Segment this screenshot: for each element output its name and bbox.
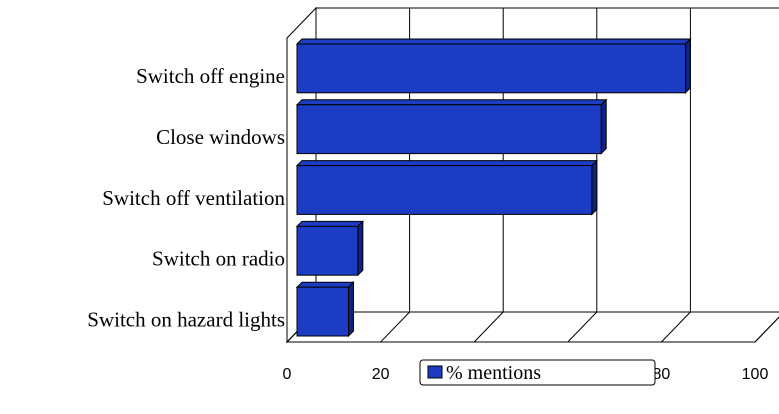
bar-top	[295, 38, 692, 45]
floor-grid-line	[754, 316, 779, 343]
legend: % mentions	[419, 359, 656, 386]
legend-box	[419, 359, 656, 386]
bar	[296, 165, 593, 215]
bar-side	[684, 37, 691, 95]
x-tick-label: 80	[653, 366, 671, 383]
floor-grid-line	[567, 311, 598, 343]
bar-side	[591, 159, 598, 216]
bar-top	[295, 160, 599, 167]
bar-top	[295, 99, 608, 106]
x-tick-label: 0	[283, 366, 292, 383]
bar-side	[600, 98, 607, 155]
bar-side	[347, 280, 354, 338]
floor-grid-line	[473, 311, 504, 343]
bar	[296, 225, 359, 276]
y-tick-label: Switch off engine	[136, 64, 285, 88]
floor-grid-line	[380, 311, 410, 343]
bar	[296, 43, 686, 94]
y-tick-label: Switch on radio	[152, 247, 285, 271]
legend-swatch	[427, 365, 443, 379]
bar-side	[357, 220, 364, 277]
bar-top	[295, 281, 355, 288]
floor	[285, 311, 779, 343]
x-tick-label: 100	[742, 366, 769, 383]
bar	[296, 286, 349, 337]
bar-top	[295, 220, 365, 227]
legend-label: % mentions	[446, 362, 541, 384]
floor-grid-line	[661, 311, 691, 343]
y-tick-label: Switch on hazard lights	[87, 307, 285, 331]
x-tick-label: 20	[372, 366, 390, 383]
bar	[296, 104, 602, 155]
y-tick-label: Switch off ventilation	[102, 186, 285, 210]
y-tick-label: Close windows	[156, 125, 285, 149]
